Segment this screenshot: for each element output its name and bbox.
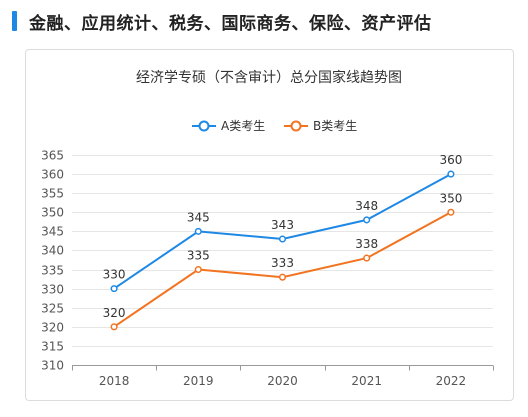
grid-lines xyxy=(72,155,493,347)
y-tick-label: 350 xyxy=(41,206,64,220)
y-tick-label: 345 xyxy=(41,225,64,239)
data-point xyxy=(110,323,118,331)
heading-text: 金融、应用统计、税务、国际商务、保险、资产评估 xyxy=(29,13,432,34)
data-point xyxy=(447,170,455,178)
legend-label: B类考生 xyxy=(313,119,357,133)
chart-card xyxy=(25,49,514,401)
x-tick-label: 2021 xyxy=(351,374,382,388)
series xyxy=(110,170,455,331)
y-tick-label: 315 xyxy=(41,340,64,354)
data-label: 360 xyxy=(439,153,462,167)
legend-marker xyxy=(198,120,210,132)
section-heading: 金融、应用统计、税务、国际商务、保险、资产评估 xyxy=(12,8,528,34)
y-tick-label: 320 xyxy=(41,321,64,335)
x-tick-label: 2020 xyxy=(267,374,298,388)
data-label: 333 xyxy=(271,256,294,270)
data-label: 335 xyxy=(187,249,210,263)
data-point xyxy=(447,208,455,216)
data-label: 343 xyxy=(271,218,294,232)
y-tick-label: 330 xyxy=(41,283,64,297)
data-label: 345 xyxy=(187,210,210,224)
y-tick-label: 340 xyxy=(41,244,64,258)
data-label: 338 xyxy=(355,237,378,251)
x-tick-label: 2022 xyxy=(436,374,467,388)
data-point xyxy=(110,285,118,293)
y-tick-label: 310 xyxy=(41,359,64,373)
data-label: 348 xyxy=(355,199,378,213)
data-point xyxy=(363,254,371,262)
y-tick-label: 360 xyxy=(41,168,64,182)
chart-title: 经济学专硕（不含审计）总分国家线趋势图 xyxy=(136,69,402,86)
data-labels: 330 345 343 348 360 320 335 333 338 350 xyxy=(103,153,463,320)
y-tick-label: 325 xyxy=(41,302,64,316)
y-tick-label: 355 xyxy=(41,187,64,201)
legend-label: A类考生 xyxy=(221,119,265,133)
y-tick-label: 365 xyxy=(41,149,64,163)
data-point xyxy=(278,235,287,243)
data-label: 320 xyxy=(103,306,126,320)
legend: A类考生 B类考生 xyxy=(192,119,357,133)
legend-marker xyxy=(290,120,302,132)
x-tick-label: 2019 xyxy=(183,374,214,388)
data-point xyxy=(194,227,202,235)
data-point xyxy=(278,273,287,281)
data-point xyxy=(363,216,371,224)
heading-accent-bar xyxy=(12,11,17,31)
data-label: 350 xyxy=(439,191,462,205)
y-tick-label: 335 xyxy=(41,264,64,278)
axes: 310 315 320 325 330 335 340 345 350 355 360 365 2018… xyxy=(41,149,494,388)
data-label: 330 xyxy=(103,268,126,282)
x-tick-label: 2018 xyxy=(99,374,130,388)
data-point xyxy=(194,265,202,274)
